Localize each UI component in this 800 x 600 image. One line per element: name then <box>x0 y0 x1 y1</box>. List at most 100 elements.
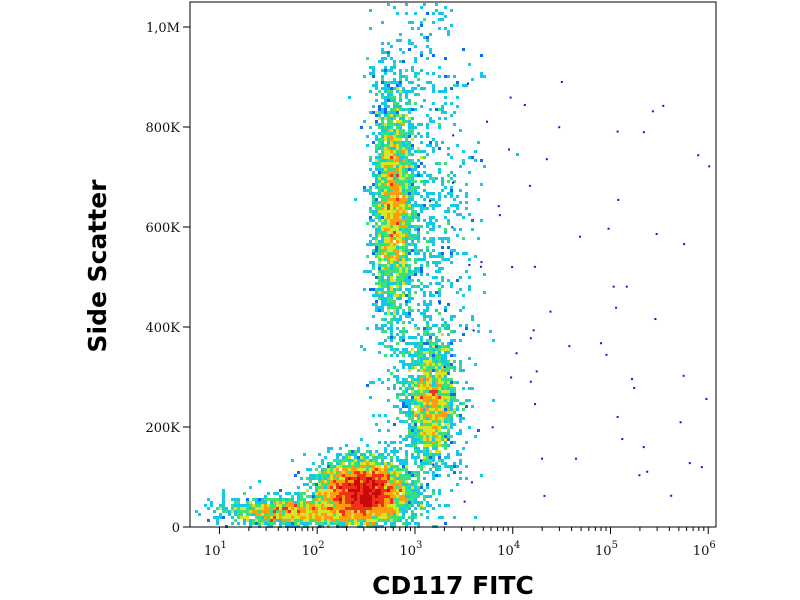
density-cell <box>438 339 441 342</box>
density-cell <box>432 417 435 420</box>
density-cell <box>381 453 384 456</box>
density-cell <box>360 453 363 456</box>
density-cell <box>396 159 399 162</box>
density-cell <box>414 186 417 189</box>
density-cell <box>459 471 462 474</box>
density-cell <box>396 195 399 198</box>
density-cell <box>438 291 441 294</box>
density-cell <box>405 108 408 111</box>
density-cell <box>429 252 432 255</box>
density-cell <box>267 519 270 522</box>
density-cell <box>321 501 324 504</box>
density-cell <box>291 459 294 462</box>
density-cell <box>366 519 369 522</box>
density-cell <box>435 390 438 393</box>
density-cell <box>315 498 318 501</box>
density-cell <box>207 519 210 522</box>
density-cell <box>441 276 444 279</box>
density-cell <box>444 360 447 363</box>
density-cell <box>384 513 387 516</box>
density-cell <box>342 462 345 465</box>
density-cell <box>396 471 399 474</box>
density-cell <box>297 492 300 495</box>
density-cell <box>369 192 372 195</box>
density-cell <box>378 162 381 165</box>
density-cell <box>411 177 414 180</box>
density-cell <box>384 132 387 135</box>
density-cell <box>402 219 405 222</box>
density-cell <box>420 507 423 510</box>
density-cell <box>414 366 417 369</box>
density-cell <box>390 96 393 99</box>
density-cell <box>408 411 411 414</box>
density-cell <box>459 189 462 192</box>
density-cell <box>384 462 387 465</box>
density-cell <box>387 84 390 87</box>
density-cell <box>381 507 384 510</box>
density-cell <box>384 111 387 114</box>
density-cell <box>411 396 414 399</box>
density-cell <box>474 435 477 438</box>
density-cell <box>411 420 414 423</box>
density-cell <box>390 126 393 129</box>
density-cell <box>321 516 324 519</box>
density-cell <box>411 354 414 357</box>
density-cell <box>423 381 426 384</box>
density-cell <box>381 183 384 186</box>
density-cell <box>462 387 465 390</box>
density-cell <box>414 327 417 330</box>
density-cell <box>414 378 417 381</box>
density-cell <box>444 396 447 399</box>
density-cell <box>402 276 405 279</box>
density-cell <box>369 507 372 510</box>
density-cell <box>426 342 429 345</box>
density-cell <box>213 516 216 519</box>
density-cell <box>411 183 414 186</box>
density-cell <box>432 384 435 387</box>
density-cell <box>456 291 459 294</box>
density-cell <box>423 438 426 441</box>
density-cell <box>435 465 438 468</box>
density-cell <box>459 477 462 480</box>
density-cell <box>393 480 396 483</box>
density-cell <box>420 87 423 90</box>
density-cell <box>384 192 387 195</box>
density-cell <box>345 471 348 474</box>
density-cell <box>438 516 441 519</box>
density-cell <box>408 48 411 51</box>
density-cell <box>390 345 393 348</box>
density-cell <box>363 483 366 486</box>
density-cell <box>429 351 432 354</box>
density-cell <box>246 504 249 507</box>
density-cell <box>402 159 405 162</box>
density-cell <box>237 507 240 510</box>
density-cell <box>381 300 384 303</box>
density-cell <box>414 393 417 396</box>
density-cell <box>402 261 405 264</box>
density-cell <box>387 87 390 90</box>
density-cell <box>372 498 375 501</box>
density-cell <box>426 378 429 381</box>
density-cell <box>393 216 396 219</box>
density-cell <box>438 300 441 303</box>
density-cell <box>411 435 414 438</box>
density-cell <box>411 426 414 429</box>
density-cell <box>462 333 465 336</box>
density-cell <box>366 444 369 447</box>
density-cell <box>405 246 408 249</box>
density-cell <box>387 306 390 309</box>
density-cell <box>378 153 381 156</box>
density-cell <box>450 282 453 285</box>
density-cell <box>390 132 393 135</box>
density-cell <box>420 360 423 363</box>
density-cell <box>393 114 396 117</box>
density-cell <box>405 12 408 15</box>
density-cell <box>372 513 375 516</box>
density-cell <box>441 363 444 366</box>
density-cell <box>345 519 348 522</box>
density-cell <box>441 18 444 21</box>
density-cell <box>462 159 465 162</box>
density-cell <box>423 291 426 294</box>
density-cell <box>336 456 339 459</box>
density-cell <box>399 408 402 411</box>
